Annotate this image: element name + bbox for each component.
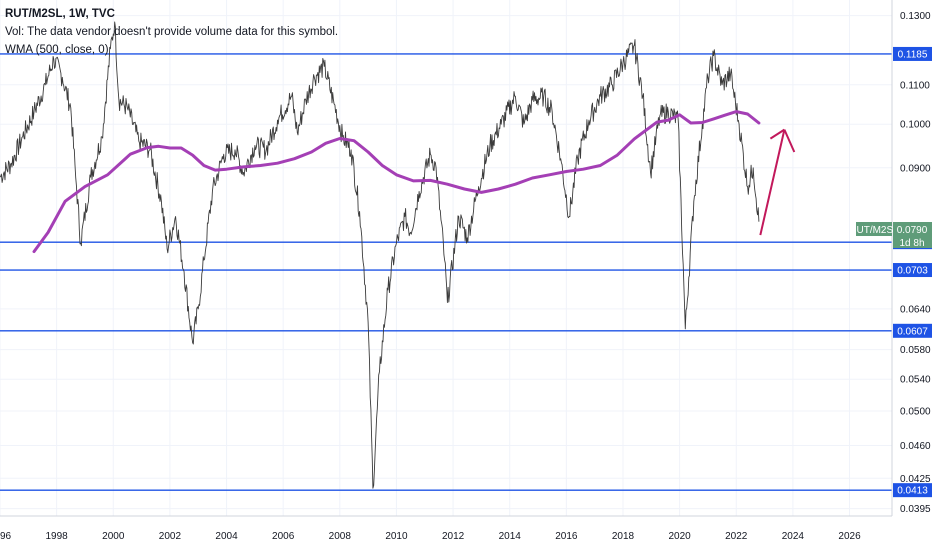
- y-tick-label: 0.0900: [900, 163, 931, 174]
- x-tick-label: 2022: [725, 531, 748, 542]
- level-label-box: [893, 483, 932, 498]
- annotation-layer: [759, 128, 796, 236]
- series-rut-m2sl[interactable]: [0, 21, 760, 489]
- series-layer: [0, 21, 761, 489]
- time-axis[interactable]: 1996 1998 2000 2002 2004 2006 2008 2010 2012 2014…: [0, 531, 861, 542]
- y-tick-label: 0.1100: [900, 80, 930, 91]
- level-label-box: [893, 323, 932, 338]
- level-label-resistance: 0.1185: [898, 49, 928, 60]
- projection-arrow-tip[interactable]: [783, 129, 796, 153]
- symbol-value-box: [893, 222, 932, 236]
- symbol-title[interactable]: RUT/M2SL, 1W, TVC: [5, 8, 115, 20]
- y-tick-label: 0.0640: [900, 304, 931, 315]
- volume-note: Vol: The data vendor doesn't provide vol…: [5, 26, 339, 38]
- symbol-price-tag: RUT/M2SL 0.0790 1d 8h: [849, 222, 932, 249]
- countdown-box: [893, 236, 932, 248]
- x-tick-label: 1998: [46, 531, 69, 542]
- level-label-box: [893, 46, 932, 61]
- x-tick-label: 2024: [782, 531, 805, 542]
- y-tick-label: 0.1300: [900, 11, 931, 22]
- symbol-tag-label: RUT/M2SL: [849, 225, 899, 236]
- y-tick-label: 0.1000: [900, 120, 931, 131]
- wma-indicator-label[interactable]: WMA (500, close, 0): [5, 44, 109, 56]
- x-tick-label: 2006: [272, 531, 295, 542]
- level-label-support-2: 0.0703: [897, 266, 928, 277]
- x-tick-label: 2018: [612, 531, 635, 542]
- y-tick-label: 0.0580: [900, 345, 931, 356]
- level-label-box: [893, 263, 932, 278]
- x-tick-label: 2000: [102, 531, 125, 542]
- grid: [0, 0, 892, 516]
- x-tick-label: 2008: [329, 531, 352, 542]
- x-tick-label: 1996: [0, 531, 12, 542]
- y-tick-label: 0.0395: [900, 504, 931, 515]
- x-tick-label: 2026: [838, 531, 861, 542]
- level-label-support-4: 0.0413: [897, 486, 928, 497]
- y-tick-label: 0.0425: [900, 474, 931, 485]
- x-tick-label: 2014: [499, 531, 522, 542]
- x-tick-label: 2016: [555, 531, 578, 542]
- x-tick-label: 2020: [668, 531, 691, 542]
- y-tick-label: 0.0540: [900, 375, 931, 386]
- y-tick-label: 0.0500: [900, 407, 931, 418]
- x-tick-label: 2010: [385, 531, 408, 542]
- level-label-support-3: 0.0607: [897, 326, 928, 337]
- symbol-tag-box: [856, 222, 892, 236]
- symbol-value-text: 0.0790: [897, 225, 928, 236]
- projection-arrow-head[interactable]: [769, 128, 785, 140]
- x-tick-label: 2012: [442, 531, 465, 542]
- x-tick-label: 2002: [159, 531, 182, 542]
- y-tick-label: 0.0460: [900, 441, 931, 452]
- x-tick-label: 2004: [215, 531, 238, 542]
- series-wma-500[interactable]: [32, 110, 761, 254]
- projection-arrow-shaft[interactable]: [759, 129, 786, 236]
- countdown-text: 1d 8h: [899, 238, 924, 249]
